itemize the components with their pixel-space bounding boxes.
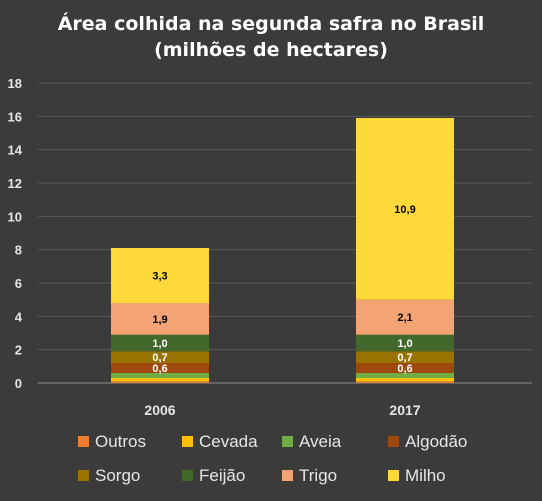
- bars: [111, 118, 454, 383]
- y-tick-label: 18: [8, 76, 22, 91]
- bar-segment-feijão: [111, 334, 209, 352]
- legend-swatch-algodão: [388, 436, 399, 447]
- x-axis-categories: 2006 2017: [144, 402, 420, 418]
- legend-swatch-milho: [388, 470, 399, 481]
- data-labels: 0,60,71,01,93,30,60,71,02,110,9: [152, 204, 415, 375]
- legend-swatch-aveia: [282, 436, 293, 447]
- data-label: 0,6: [397, 363, 412, 375]
- x-category-label: 2017: [389, 402, 420, 418]
- legend-swatch-feijão: [182, 470, 193, 481]
- legend-label-algodão: Algodão: [405, 432, 467, 451]
- bar-segment-cevada: [111, 378, 209, 382]
- bar-segment-feijão: [356, 334, 454, 352]
- legend-swatch-cevada: [182, 436, 193, 447]
- y-tick-label: 12: [8, 176, 22, 191]
- bar-segment-aveia: [356, 373, 454, 378]
- y-tick-label: 10: [8, 209, 22, 224]
- bar-segment-outros: [111, 381, 209, 383]
- data-label: 0,6: [152, 363, 167, 375]
- bar-segment-aveia: [111, 373, 209, 378]
- legend-label-cevada: Cevada: [199, 432, 258, 451]
- legend-label-aveia: Aveia: [299, 432, 342, 451]
- data-label: 1,0: [397, 338, 412, 350]
- chart-title-line-2: (milhões de hectares): [154, 39, 388, 61]
- data-label: 2,1: [397, 312, 412, 324]
- bar-segment-trigo: [356, 299, 454, 335]
- chart-title-line-1: Área colhida na segunda safra no Brasil: [58, 12, 485, 35]
- y-tick-label: 16: [8, 109, 22, 124]
- y-tick-label: 6: [15, 276, 22, 291]
- y-tick-label: 4: [15, 309, 23, 324]
- y-tick-label: 0: [15, 376, 22, 391]
- y-tick-label: 2: [15, 343, 22, 358]
- data-label: 1,9: [152, 314, 167, 326]
- data-label: 0,7: [397, 352, 412, 364]
- legend-swatch-sorgo: [78, 470, 89, 481]
- legend-label-trigo: Trigo: [299, 466, 337, 485]
- y-tick-label: 8: [15, 243, 22, 258]
- bar-segment-algodão: [356, 363, 454, 373]
- bar-segment-milho: [356, 118, 454, 300]
- data-label: 10,9: [394, 204, 415, 216]
- legend-label-milho: Milho: [405, 466, 446, 485]
- x-category-label: 2006: [144, 402, 175, 418]
- bar-segment-algodão: [111, 363, 209, 373]
- legend-label-outros: Outros: [95, 432, 146, 451]
- bar-segment-sorgo: [111, 351, 209, 363]
- bar-segment-trigo: [111, 303, 209, 335]
- data-label: 3,3: [152, 271, 167, 283]
- bar-segment-cevada: [356, 378, 454, 382]
- y-axis-ticks: 0 2 4 6 8 10 12 14 16 18: [8, 76, 23, 391]
- data-label: 1,0: [152, 338, 167, 350]
- bar-segment-milho: [111, 248, 209, 303]
- legend: Outros Cevada Aveia Algodão Sorgo Feijão Trigo…: [78, 432, 467, 485]
- bar-segment-outros: [356, 381, 454, 383]
- legend-label-sorgo: Sorgo: [95, 466, 140, 485]
- bar-segment-sorgo: [356, 351, 454, 363]
- legend-swatch-trigo: [282, 470, 293, 481]
- legend-swatch-outros: [78, 436, 89, 447]
- y-tick-label: 14: [8, 143, 23, 158]
- legend-label-feijão: Feijão: [199, 466, 245, 485]
- data-label: 0,7: [152, 352, 167, 364]
